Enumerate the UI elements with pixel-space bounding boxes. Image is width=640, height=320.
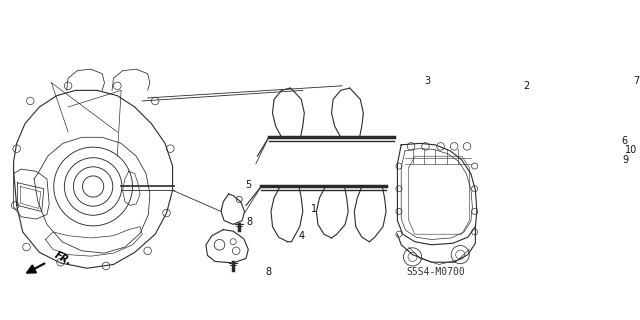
Text: 9: 9: [622, 155, 628, 165]
Text: 3: 3: [424, 76, 431, 85]
Text: 10: 10: [625, 145, 637, 155]
Text: 8: 8: [266, 267, 272, 277]
Text: 8: 8: [247, 217, 253, 227]
Text: 2: 2: [523, 81, 529, 91]
Text: 4: 4: [298, 231, 305, 241]
Text: 7: 7: [633, 76, 639, 85]
Text: 1: 1: [311, 204, 317, 214]
Text: S5S4-M0700: S5S4-M0700: [406, 267, 465, 277]
Text: 6: 6: [621, 136, 628, 146]
Text: 5: 5: [245, 180, 252, 190]
Text: FR.: FR.: [53, 250, 74, 267]
